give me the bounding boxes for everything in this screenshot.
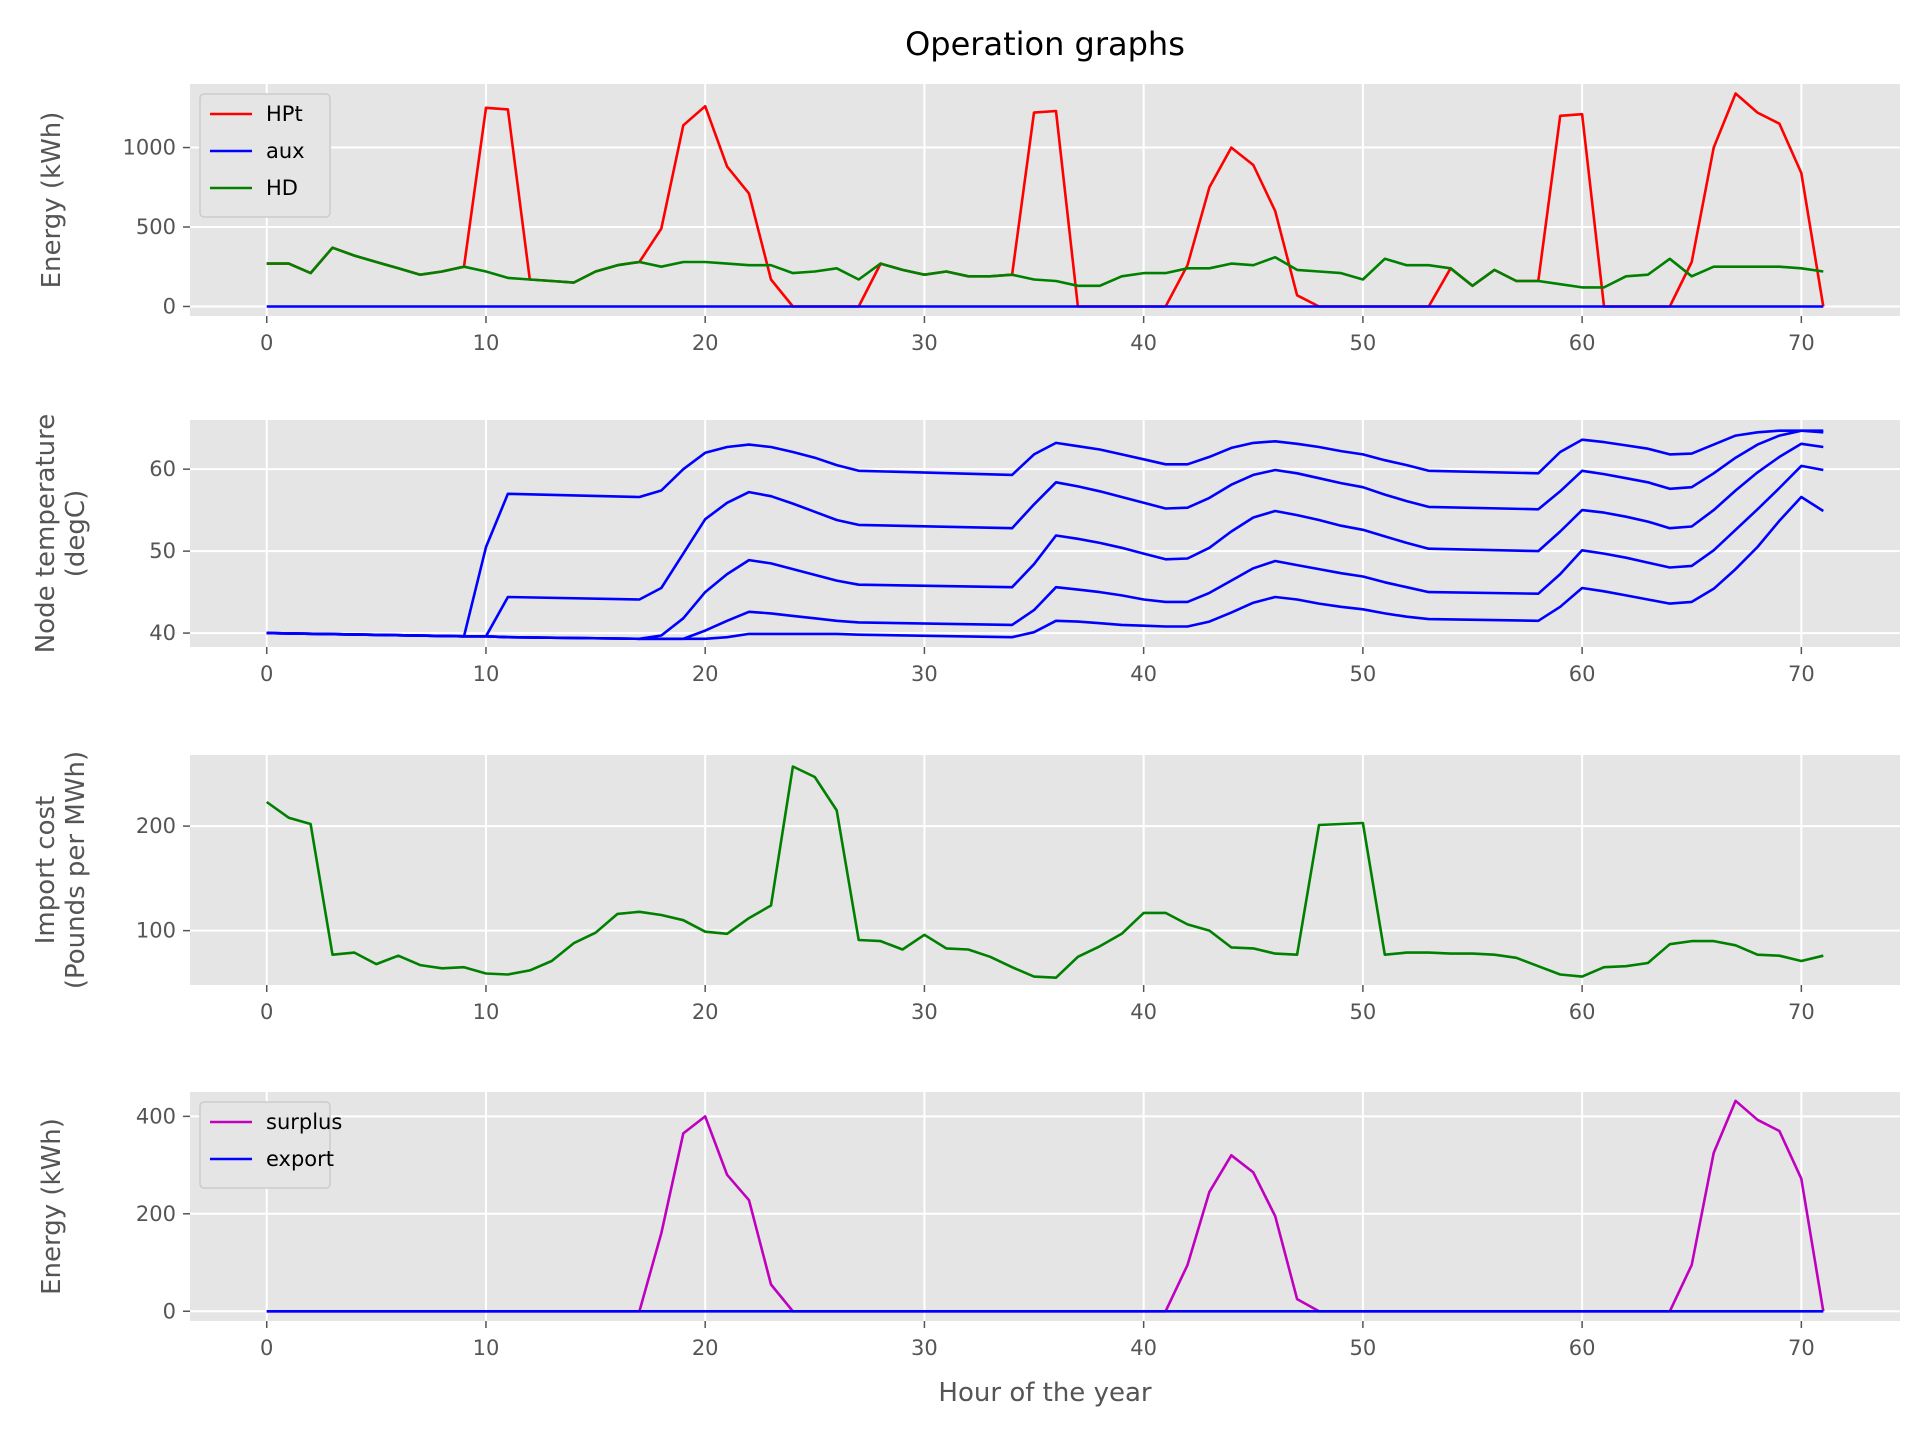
y-axis-label: Node temperature(degC) xyxy=(31,414,91,654)
series-line-line-1 xyxy=(266,429,1824,638)
y-axis-label: Import cost(Pounds per MWh) xyxy=(31,751,91,989)
x-axis-label: Hour of the year xyxy=(938,1378,1151,1408)
x-tick-label: 20 xyxy=(692,662,719,686)
panel-4: 0 10 20 30 40 50 60 70 0 200 400 Energy (kWh) Hour o… xyxy=(37,1092,1900,1408)
x-tick-label: 40 xyxy=(1130,331,1157,355)
panel-3: 0 10 20 30 40 50 60 70 100 200 Import cost(Pounds … xyxy=(31,751,1900,1024)
y-tick-label: 200 xyxy=(136,814,176,838)
x-tick-label: 20 xyxy=(692,1000,719,1024)
plot-area xyxy=(190,755,1900,985)
y-tick-label: 40 xyxy=(149,621,176,645)
x-tick-label: 0 xyxy=(260,1336,273,1360)
y-tick-label: 0 xyxy=(163,294,176,318)
legend-label-export: export xyxy=(266,1147,334,1171)
x-tick-label: 30 xyxy=(911,662,938,686)
plot-area xyxy=(190,1092,1900,1321)
y-tick-label: 0 xyxy=(163,1299,176,1323)
legend-label-HPt: HPt xyxy=(266,102,303,126)
x-tick-label: 10 xyxy=(473,1336,500,1360)
y-tick-label: 1000 xyxy=(123,136,176,160)
panel-1: 0 10 20 30 40 50 60 70 0 500 1000 Energy (kWh) HPt au… xyxy=(37,84,1900,355)
x-tick-label: 60 xyxy=(1569,662,1596,686)
plot-area xyxy=(190,84,1900,316)
y-tick-label: 100 xyxy=(136,919,176,943)
x-tick-label: 30 xyxy=(911,1000,938,1024)
series-line-HD xyxy=(266,246,1824,289)
x-tick-label: 70 xyxy=(1788,662,1815,686)
panel-2: 0 10 20 30 40 50 60 70 40 50 60 Node temperature(de… xyxy=(31,414,1900,686)
series-line-line-5 xyxy=(266,495,1824,641)
legend-label-surplus: surplus xyxy=(266,1110,342,1134)
x-tick-label: 60 xyxy=(1569,1000,1596,1024)
y-tick-label: 60 xyxy=(149,457,176,481)
x-tick-label: 50 xyxy=(1350,331,1377,355)
x-tick-label: 20 xyxy=(692,1336,719,1360)
x-tick-label: 60 xyxy=(1569,331,1596,355)
x-tick-label: 50 xyxy=(1350,1336,1377,1360)
x-tick-label: 0 xyxy=(260,1000,273,1024)
legend xyxy=(199,1101,331,1189)
x-tick-label: 30 xyxy=(911,331,938,355)
legend xyxy=(199,93,331,218)
series-line-line-1 xyxy=(265,765,1824,980)
x-tick-label: 70 xyxy=(1788,1000,1815,1024)
series-line-HPt xyxy=(266,92,1825,308)
x-tick-label: 20 xyxy=(692,331,719,355)
x-tick-label: 50 xyxy=(1350,1000,1377,1024)
plot-area xyxy=(190,420,1900,647)
legend-label-HD: HD xyxy=(266,176,298,200)
y-tick-label: 200 xyxy=(136,1202,176,1226)
x-tick-label: 70 xyxy=(1788,331,1815,355)
x-tick-label: 0 xyxy=(260,331,273,355)
x-tick-label: 40 xyxy=(1130,1336,1157,1360)
x-tick-label: 70 xyxy=(1788,1336,1815,1360)
x-tick-label: 10 xyxy=(473,331,500,355)
x-tick-label: 50 xyxy=(1350,662,1377,686)
x-tick-label: 0 xyxy=(260,662,273,686)
x-tick-label: 60 xyxy=(1569,1336,1596,1360)
x-tick-label: 40 xyxy=(1130,662,1157,686)
y-tick-label: 500 xyxy=(136,215,176,239)
x-tick-label: 10 xyxy=(473,1000,500,1024)
x-tick-label: 30 xyxy=(911,1336,938,1360)
figure-title: Operation graphs xyxy=(905,25,1185,63)
series-line-line-3 xyxy=(266,442,1824,641)
y-tick-label: 400 xyxy=(136,1104,176,1128)
x-tick-label: 40 xyxy=(1130,1000,1157,1024)
y-axis-label: Energy (kWh) xyxy=(37,1118,67,1295)
x-tick-label: 10 xyxy=(473,662,500,686)
legend-label-aux: aux xyxy=(266,139,305,163)
series-line-line-2 xyxy=(266,429,1824,638)
y-axis-label: Energy (kWh) xyxy=(37,112,67,289)
y-tick-label: 50 xyxy=(149,539,176,563)
series-line-line-4 xyxy=(266,464,1824,641)
